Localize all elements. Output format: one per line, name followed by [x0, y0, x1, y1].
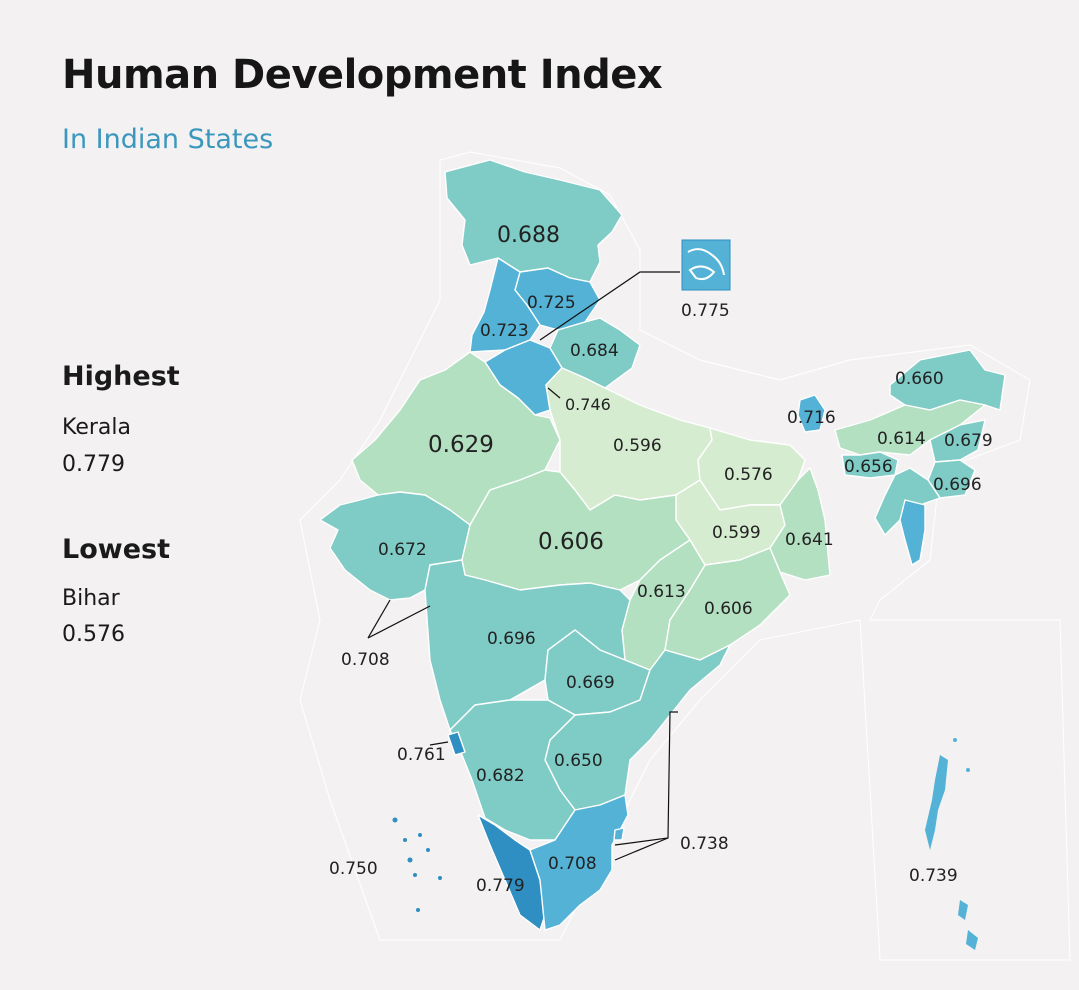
region-jammu-kashmir: [444, 159, 623, 283]
label-tamil-nadu: 0.708: [548, 854, 597, 874]
label-chhattisgarh: 0.613: [637, 582, 686, 602]
region-lakshadweep[interactable]: [392, 817, 443, 913]
label-sikkim: 0.716: [787, 408, 836, 428]
lowest-heading: Lowest: [62, 534, 170, 565]
region-andaman[interactable]: [925, 738, 978, 950]
label-uttarakhand: 0.684: [570, 341, 619, 361]
label-west-bengal: 0.641: [785, 530, 834, 550]
label-assam: 0.614: [877, 429, 926, 449]
label-telangana: 0.669: [566, 673, 615, 693]
label-andhra: 0.650: [554, 751, 603, 771]
highest-state: Kerala: [62, 415, 131, 440]
chandigarh-inset: [681, 239, 731, 291]
region-sikkim[interactable]: [797, 394, 826, 433]
label-dadra-daman: 0.708: [341, 650, 390, 670]
label-jammu-kashmir: 0.688: [497, 223, 560, 248]
label-kerala: 0.779: [476, 876, 525, 896]
region-west-bengal[interactable]: [769, 467, 831, 581]
region-meghalaya[interactable]: [841, 451, 899, 479]
label-himachal: 0.725: [527, 293, 576, 313]
highest-heading: Highest: [62, 361, 180, 392]
page-title: Human Development Index: [62, 52, 663, 98]
label-madhya-pradesh: 0.606: [538, 529, 604, 555]
label-maharashtra: 0.696: [487, 629, 536, 649]
region-puducherry[interactable]: [613, 827, 625, 841]
label-jharkhand: 0.599: [712, 523, 761, 543]
lowest-value: 0.576: [62, 622, 125, 647]
region-goa[interactable]: [447, 731, 466, 756]
label-arunachal: 0.660: [895, 369, 944, 389]
label-goa: 0.761: [397, 745, 446, 765]
label-uttar-pradesh: 0.596: [613, 436, 662, 456]
outer-boundary: [299, 151, 1071, 961]
region-tamil-nadu[interactable]: [529, 794, 629, 931]
leader-lines: [367, 271, 680, 861]
label-chandigarh: 0.775: [681, 301, 730, 321]
label-rajasthan: 0.629: [428, 432, 494, 458]
value-labels: 0.688 0.725 0.723 0.775 0.684 0.746 0.62…: [329, 223, 993, 896]
label-punjab: 0.723: [480, 321, 529, 341]
label-lakshadweep: 0.750: [329, 859, 378, 879]
region-gujarat[interactable]: [319, 491, 471, 601]
label-haryana: 0.746: [565, 395, 611, 414]
label-puducherry: 0.738: [680, 834, 729, 854]
label-andaman: 0.739: [909, 866, 958, 886]
label-manipur: 0.696: [933, 475, 982, 495]
label-meghalaya: 0.656: [844, 457, 893, 477]
label-karnataka: 0.682: [476, 766, 525, 786]
label-bihar: 0.576: [724, 465, 773, 485]
label-nagaland: 0.679: [944, 431, 993, 451]
highest-value: 0.779: [62, 452, 125, 477]
label-gujarat: 0.672: [378, 540, 427, 560]
label-odisha: 0.606: [704, 599, 753, 619]
region-karnataka[interactable]: [449, 699, 576, 841]
region-mizoram[interactable]: [899, 499, 926, 566]
page-subtitle: In Indian States: [62, 124, 274, 155]
region-odisha[interactable]: [664, 547, 791, 661]
lowest-state: Bihar: [62, 586, 120, 611]
